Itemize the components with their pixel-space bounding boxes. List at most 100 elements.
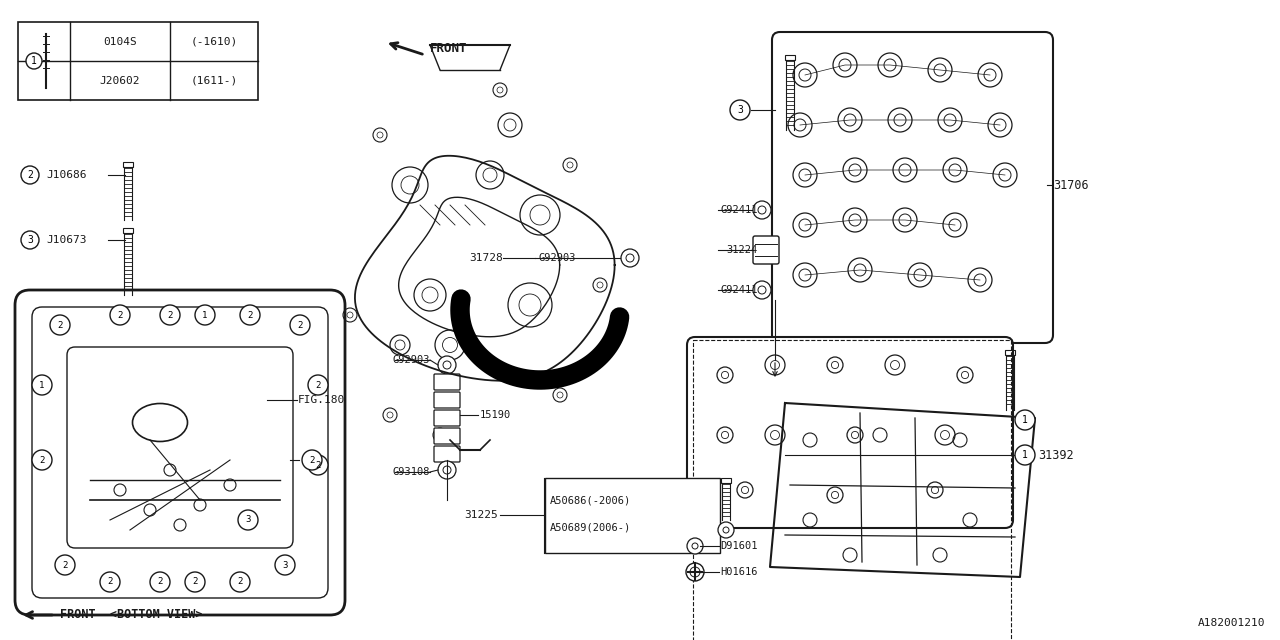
Circle shape <box>833 53 858 77</box>
Circle shape <box>275 555 294 575</box>
Text: 1: 1 <box>202 310 207 319</box>
Circle shape <box>943 158 966 182</box>
Circle shape <box>718 522 733 538</box>
FancyBboxPatch shape <box>687 337 1012 528</box>
Circle shape <box>438 461 456 479</box>
Text: J10673: J10673 <box>46 235 87 245</box>
Text: FRONT: FRONT <box>430 42 467 54</box>
FancyBboxPatch shape <box>434 428 460 444</box>
Circle shape <box>908 263 932 287</box>
Circle shape <box>32 375 52 395</box>
Text: J10686: J10686 <box>46 170 87 180</box>
Text: 2: 2 <box>315 461 321 470</box>
Circle shape <box>753 201 771 219</box>
Text: 0104S: 0104S <box>104 36 137 47</box>
Text: 2: 2 <box>315 381 321 390</box>
Text: (-1610): (-1610) <box>191 36 238 47</box>
Text: 31224: 31224 <box>727 245 758 255</box>
Circle shape <box>291 315 310 335</box>
Text: 31225: 31225 <box>465 510 498 520</box>
Text: 1: 1 <box>31 56 37 66</box>
Text: A50689(2006-): A50689(2006-) <box>550 523 631 533</box>
Bar <box>545 478 721 553</box>
Text: G92411: G92411 <box>721 205 758 215</box>
Circle shape <box>878 53 902 77</box>
Circle shape <box>241 305 260 325</box>
Bar <box>123 162 133 167</box>
Text: FIG.180: FIG.180 <box>298 395 346 405</box>
Circle shape <box>150 572 170 592</box>
Circle shape <box>849 258 872 282</box>
Circle shape <box>110 305 131 325</box>
Text: G93108: G93108 <box>393 467 430 477</box>
FancyBboxPatch shape <box>434 410 460 426</box>
Text: G92411: G92411 <box>721 285 758 295</box>
Circle shape <box>794 163 817 187</box>
Text: 31728: 31728 <box>470 253 503 263</box>
FancyBboxPatch shape <box>753 236 780 264</box>
Circle shape <box>993 163 1018 187</box>
Text: 1: 1 <box>1021 450 1028 460</box>
Circle shape <box>50 315 70 335</box>
Text: 1: 1 <box>1021 415 1028 425</box>
Text: 2: 2 <box>58 321 63 330</box>
Circle shape <box>160 305 180 325</box>
Text: 2: 2 <box>247 310 252 319</box>
Circle shape <box>302 450 323 470</box>
Text: 2: 2 <box>27 170 33 180</box>
Bar <box>721 478 731 483</box>
Circle shape <box>988 113 1012 137</box>
FancyBboxPatch shape <box>434 446 460 462</box>
FancyBboxPatch shape <box>434 374 460 390</box>
Circle shape <box>893 158 916 182</box>
Circle shape <box>928 58 952 82</box>
Circle shape <box>844 208 867 232</box>
Circle shape <box>893 208 916 232</box>
Text: FRONT  <BOTTOM VIEW>: FRONT <BOTTOM VIEW> <box>60 609 202 621</box>
Circle shape <box>978 63 1002 87</box>
Circle shape <box>687 538 703 554</box>
Text: 3: 3 <box>283 561 288 570</box>
Circle shape <box>938 108 963 132</box>
Circle shape <box>753 281 771 299</box>
Bar <box>1005 350 1015 355</box>
Circle shape <box>794 213 817 237</box>
Text: A50686(-2006): A50686(-2006) <box>550 495 631 505</box>
Text: G92903: G92903 <box>538 253 576 263</box>
Text: D91601: D91601 <box>721 541 758 551</box>
Bar <box>123 228 133 233</box>
Circle shape <box>100 572 120 592</box>
Text: 2: 2 <box>192 577 197 586</box>
Text: G92903: G92903 <box>393 355 430 365</box>
Circle shape <box>230 572 250 592</box>
Text: A182001210: A182001210 <box>1198 618 1265 628</box>
Bar <box>692 340 1011 640</box>
Text: 2: 2 <box>118 310 123 319</box>
Circle shape <box>968 268 992 292</box>
Text: 2: 2 <box>63 561 68 570</box>
Circle shape <box>20 231 38 249</box>
Bar <box>18 22 259 100</box>
Circle shape <box>238 510 259 530</box>
Text: 1: 1 <box>40 381 45 390</box>
Circle shape <box>838 108 861 132</box>
Text: 15190: 15190 <box>480 410 511 420</box>
Text: 2: 2 <box>310 456 315 465</box>
Text: J20602: J20602 <box>100 76 141 86</box>
Circle shape <box>32 450 52 470</box>
Text: 2: 2 <box>40 456 45 465</box>
Circle shape <box>20 166 38 184</box>
Circle shape <box>794 63 817 87</box>
Text: 2: 2 <box>108 577 113 586</box>
Text: 2: 2 <box>168 310 173 319</box>
Bar <box>785 55 795 60</box>
Circle shape <box>788 113 812 137</box>
Circle shape <box>621 249 639 267</box>
Text: 3: 3 <box>246 515 251 525</box>
Text: H01616: H01616 <box>721 567 758 577</box>
Circle shape <box>195 305 215 325</box>
Text: (1611-): (1611-) <box>191 76 238 86</box>
Text: 3: 3 <box>27 235 33 245</box>
Circle shape <box>308 375 328 395</box>
Circle shape <box>888 108 913 132</box>
